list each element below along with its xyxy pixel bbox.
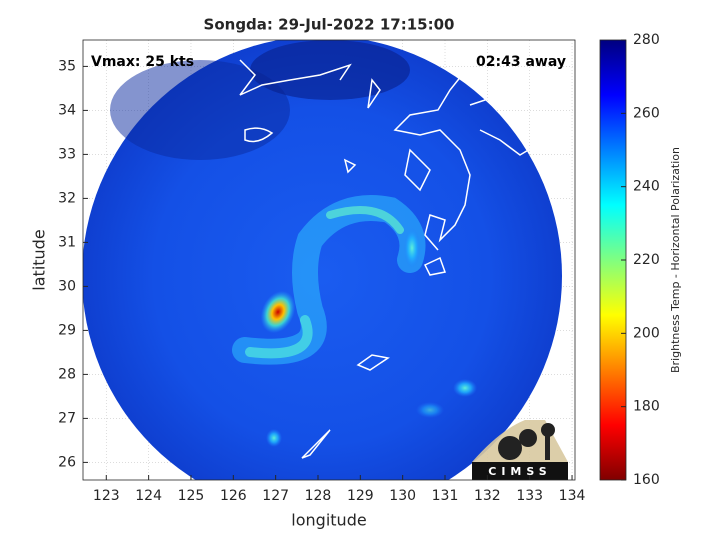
logo: CIMSS bbox=[472, 420, 568, 480]
x-tick-label: 128 bbox=[305, 488, 332, 504]
x-tick-label: 133 bbox=[516, 488, 543, 504]
x-tick-label: 127 bbox=[262, 488, 289, 504]
colorbar-label: Brightness Temp - Horizontal Polarizatio… bbox=[669, 147, 682, 373]
colorbar-tick-label: 280 bbox=[633, 32, 660, 48]
coastlines bbox=[239, 40, 575, 459]
x-tick-label: 134 bbox=[559, 488, 586, 504]
colorbar-tick-label: 240 bbox=[633, 179, 660, 195]
chart-title: Songda: 29-Jul-2022 17:15:00 bbox=[204, 16, 455, 34]
colorbar-tick-label: 200 bbox=[633, 325, 660, 341]
x-tick-label: 124 bbox=[135, 488, 162, 504]
x-tick-label: 126 bbox=[220, 488, 247, 504]
plot-area: CIMSS bbox=[83, 40, 575, 480]
x-tick-label: 131 bbox=[432, 488, 459, 504]
y-tick-label: 28 bbox=[58, 366, 76, 382]
y-tick-label: 35 bbox=[58, 58, 76, 74]
annotation: Vmax: 25 kts bbox=[91, 54, 194, 70]
y-axis-label: latitude bbox=[30, 229, 49, 290]
x-tick-label: 129 bbox=[347, 488, 374, 504]
y-tick-label: 34 bbox=[58, 102, 76, 118]
y-tick-label: 29 bbox=[58, 322, 76, 338]
y-tick-label: 33 bbox=[58, 146, 76, 162]
y-tick-label: 30 bbox=[58, 278, 76, 294]
colorbar-tick-label: 260 bbox=[633, 105, 660, 121]
colorbar-tick-label: 180 bbox=[633, 399, 660, 415]
colorbar-tick-label: 160 bbox=[633, 472, 660, 488]
colorbar-tick-label: 220 bbox=[633, 252, 660, 268]
x-tick-label: 125 bbox=[178, 488, 205, 504]
x-tick-label: 123 bbox=[93, 488, 120, 504]
y-tick-label: 32 bbox=[58, 190, 76, 206]
x-tick-label: 132 bbox=[474, 488, 501, 504]
y-tick-label: 26 bbox=[58, 454, 76, 470]
x-axis-label: longitude bbox=[291, 511, 366, 530]
x-tick-label: 130 bbox=[389, 488, 416, 504]
logo-text: CIMSS bbox=[488, 465, 551, 478]
plot-frame bbox=[82, 39, 576, 481]
convection bbox=[232, 195, 477, 447]
y-tick-label: 27 bbox=[58, 410, 76, 426]
y-tick-label: 31 bbox=[58, 234, 76, 250]
annotation: 02:43 away bbox=[476, 54, 566, 70]
